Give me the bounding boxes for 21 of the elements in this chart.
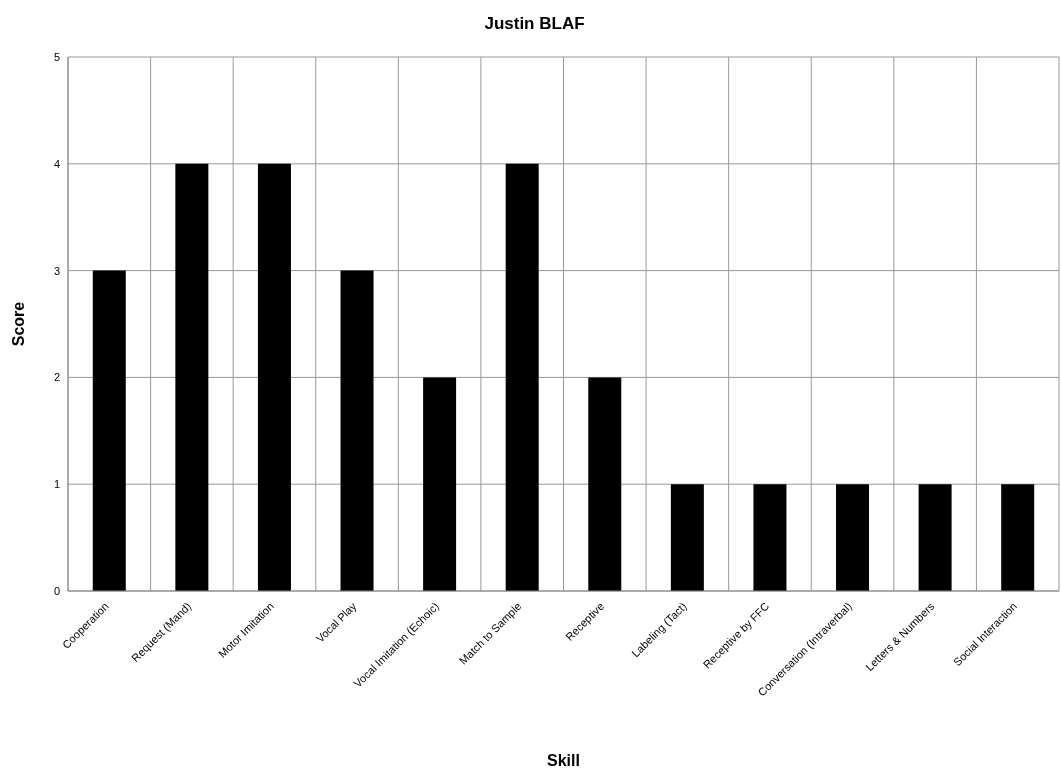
bar: [175, 163, 209, 591]
bar: [753, 484, 787, 591]
chart-title: Justin BLAF: [483, 14, 586, 33]
y-tick-label: 1: [53, 478, 60, 491]
y-tick-label: 2: [53, 371, 60, 384]
y-tick-label: 3: [53, 264, 60, 277]
bar: [340, 270, 374, 591]
x-axis-title: Skill: [547, 752, 580, 769]
bar: [257, 163, 291, 591]
y-tick-label: 4: [53, 157, 60, 170]
bar: [92, 270, 126, 591]
bar: [918, 484, 952, 591]
y-tick-label: 0: [53, 584, 60, 597]
bar: [588, 377, 622, 591]
bar: [423, 377, 457, 591]
bar: [670, 484, 704, 591]
bar: [505, 163, 539, 591]
bar: [836, 484, 870, 591]
y-axis-title: Score: [9, 301, 27, 347]
y-tick-label: 5: [53, 50, 60, 63]
bar: [1001, 484, 1035, 591]
